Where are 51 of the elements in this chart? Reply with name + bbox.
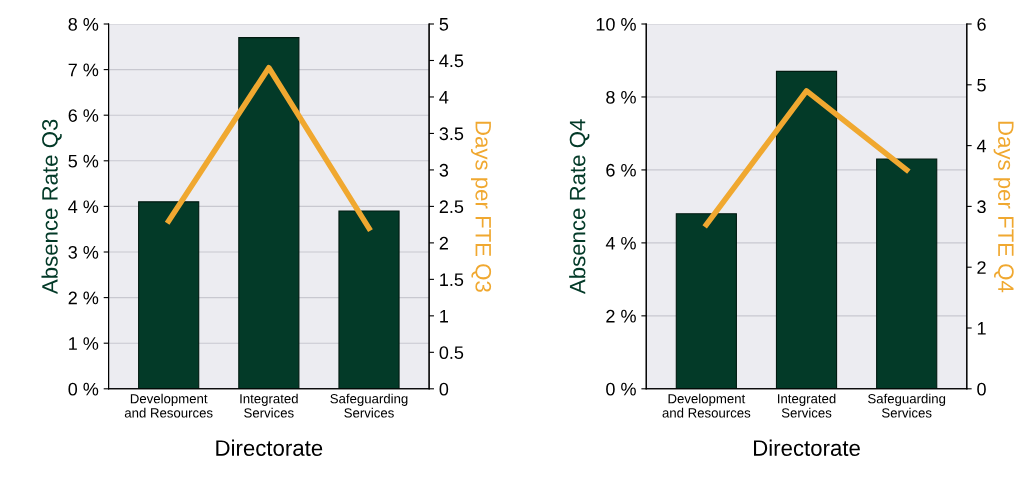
bar: [775, 70, 838, 389]
y-tick-label: 10 %: [596, 17, 636, 31]
y2-axis-title: Days per FTE Q4: [993, 121, 1014, 293]
y-tick-label: 1 %: [69, 337, 99, 350]
y-tick-label: 7 %: [68, 63, 99, 77]
y2-tick-label: 2: [977, 261, 986, 274]
y-axis-title: Absence Rate Q4: [569, 119, 590, 295]
y-tick-label: 6 %: [68, 109, 99, 122]
y-tick-label: 6 %: [606, 163, 636, 177]
y2-tick-label: 0: [977, 382, 986, 396]
x-tick-label: Integrated Services: [240, 393, 298, 418]
x-tick-label: Development and Resources: [124, 393, 213, 418]
y-tick-label: 8 %: [606, 90, 636, 104]
bar: [338, 210, 400, 389]
x-tick-label: Safeguarding Services: [868, 393, 946, 418]
y-tick-label: 5 %: [68, 154, 99, 168]
y2-tick-label: 1: [440, 309, 448, 323]
bar: [138, 201, 200, 389]
y2-tick-label: 2: [439, 236, 448, 250]
y-tick-label: 2 %: [68, 291, 99, 305]
y2-tick-label: 6: [977, 17, 986, 31]
y2-tick-label: 2.5: [439, 200, 464, 214]
y2-tick-label: 5: [439, 18, 449, 31]
y-tick-label: 4 %: [605, 236, 636, 250]
y2-tick-label: 3: [439, 163, 449, 177]
x-tick-label: Integrated Services: [778, 393, 836, 418]
y2-tick-label: 5: [977, 78, 986, 92]
y-tick-label: 3 %: [68, 245, 99, 259]
y2-tick-label: 4.5: [439, 54, 464, 68]
y-tick-label: 8 %: [68, 17, 99, 31]
x-axis-title: Directorate: [216, 439, 323, 456]
y-tick-label: 0 %: [68, 382, 99, 396]
bar: [876, 158, 938, 389]
y2-axis-title: Days per FTE Q3: [470, 121, 492, 292]
y2-tick-label: 1.5: [440, 273, 464, 287]
y2-tick-label: 0: [439, 382, 449, 396]
x-axis-title: Directorate: [754, 439, 860, 456]
y-tick-label: 4 %: [68, 200, 99, 214]
y-axis-title: Absence Rate Q3: [41, 119, 62, 295]
y2-tick-label: 4: [976, 139, 987, 153]
y-tick-label: 2 %: [606, 309, 636, 323]
y2-tick-label: 4: [439, 91, 449, 104]
y2-tick-label: 1: [977, 322, 986, 335]
bar: [238, 37, 300, 389]
x-tick-label: Development and Resources: [662, 393, 751, 418]
y-tick-label: 0 %: [606, 382, 636, 396]
y2-tick-label: 0.5: [439, 346, 464, 360]
y2-tick-label: 3.5: [439, 127, 464, 141]
x-tick-label: Safeguarding Services: [330, 393, 408, 418]
y2-tick-label: 3: [977, 200, 986, 214]
bar: [675, 213, 737, 389]
